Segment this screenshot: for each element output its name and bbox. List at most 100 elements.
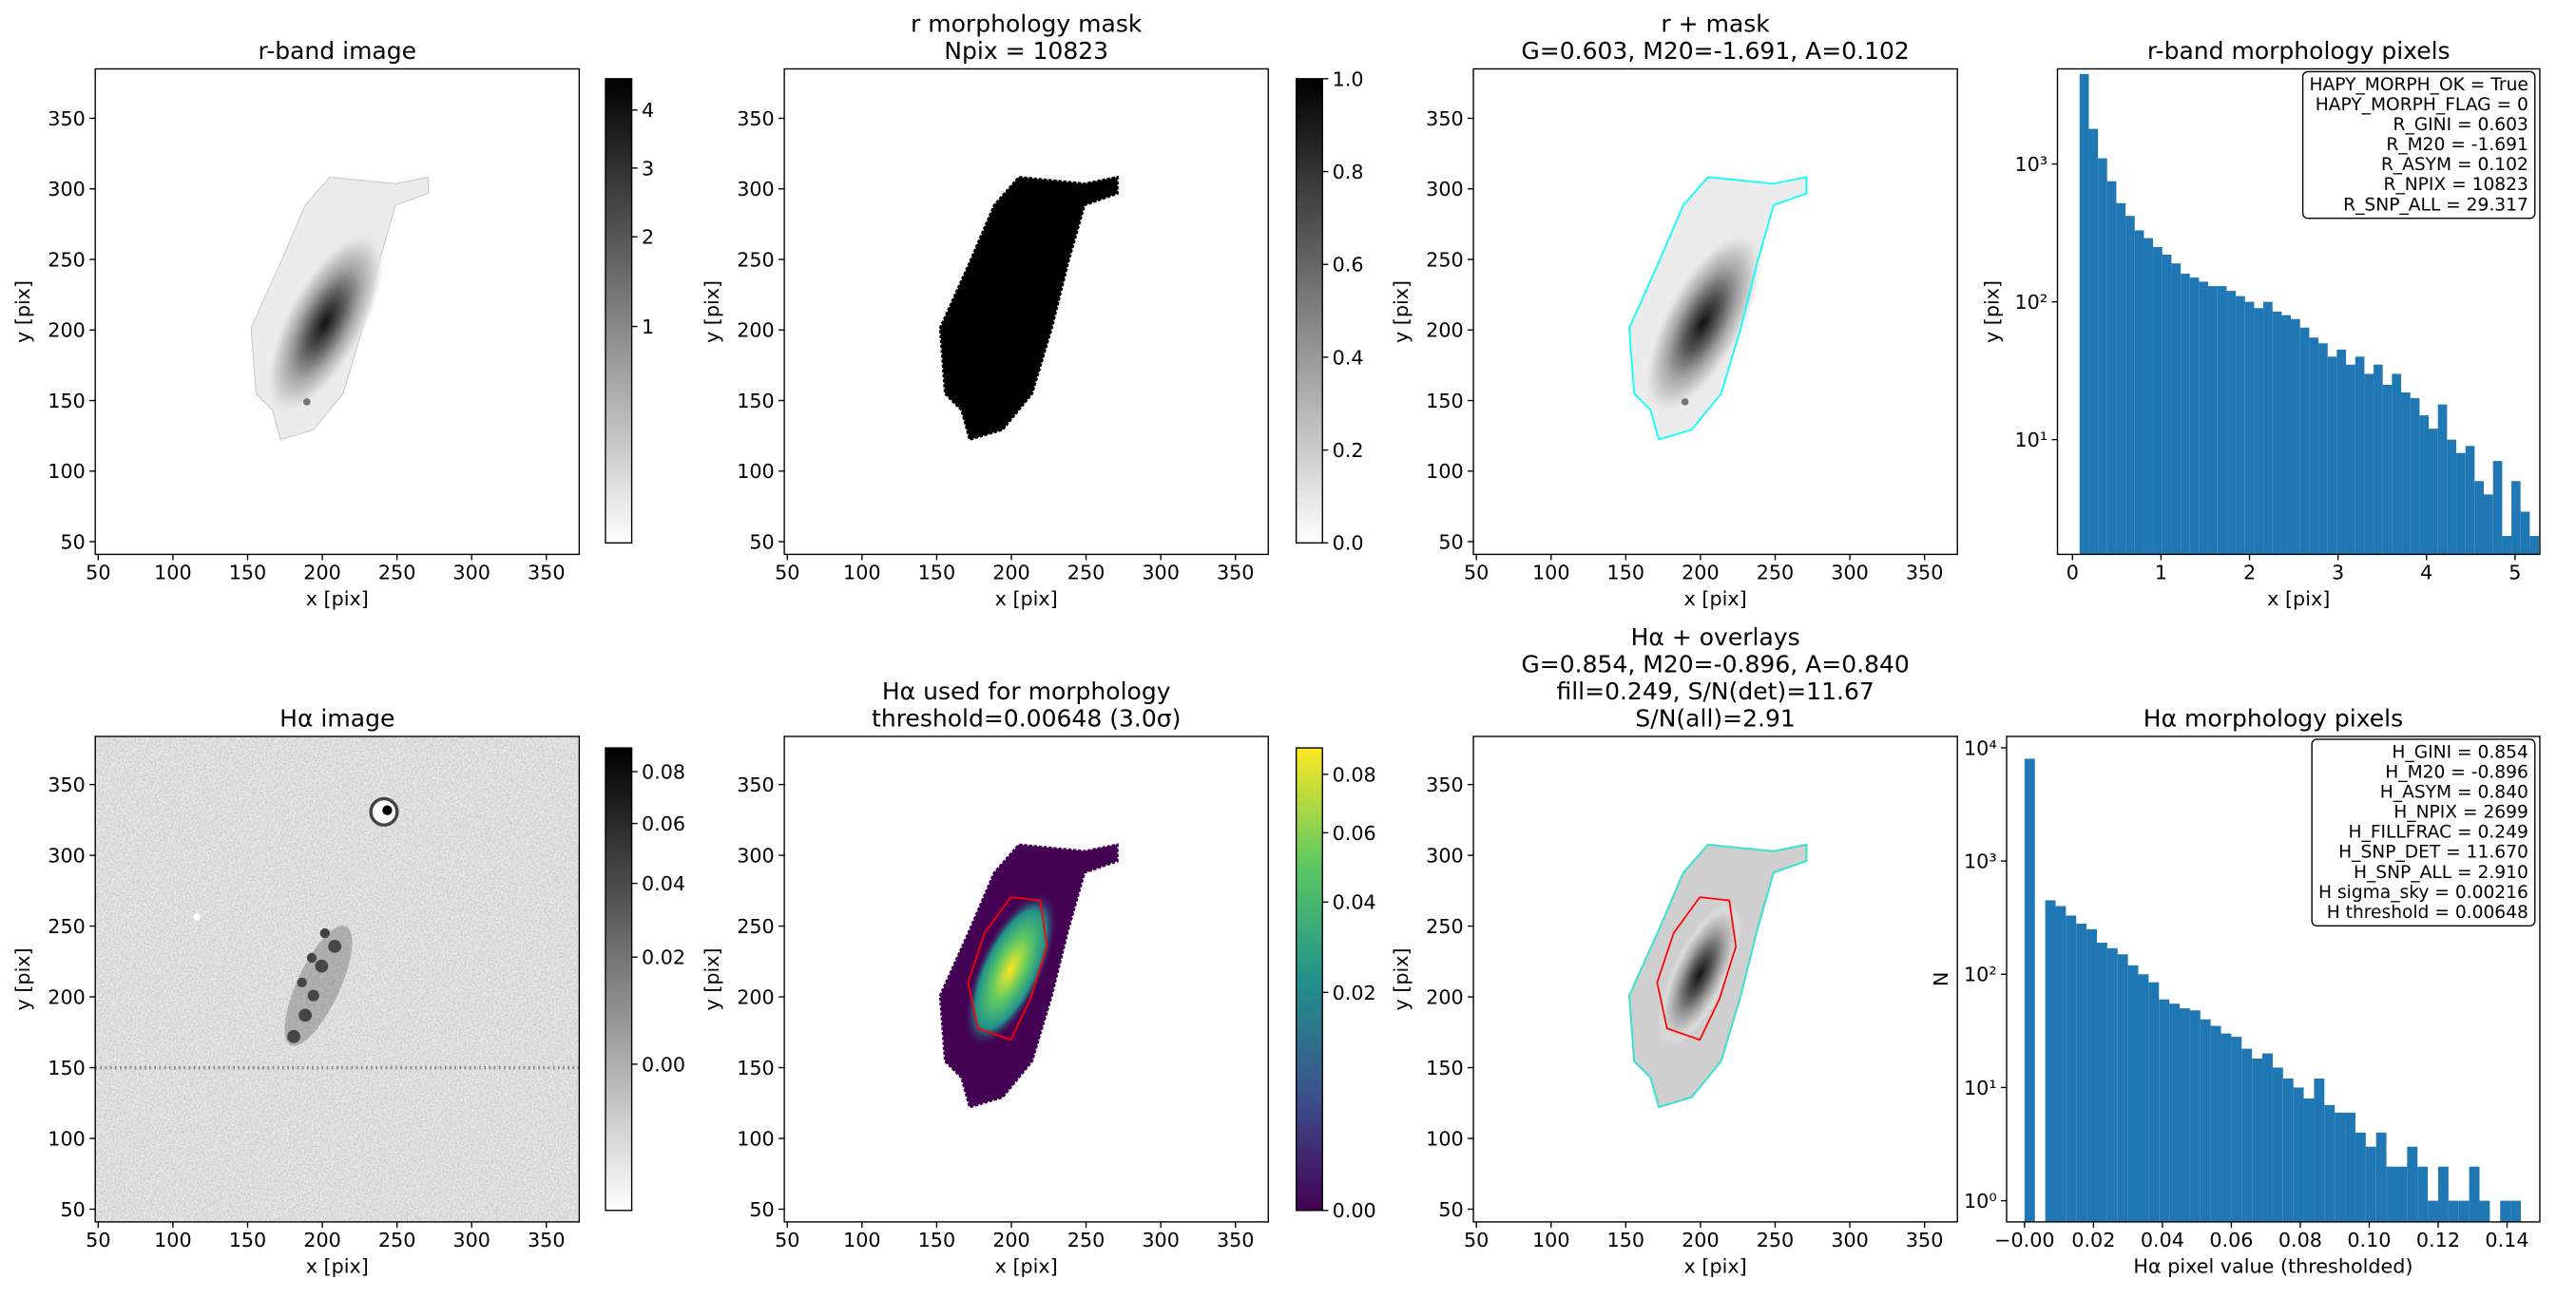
y-tick-label: 10³ [1964,850,1997,873]
bar [2116,202,2126,555]
bar [2365,1146,2376,1222]
chart-title: Hα used for morphology [882,678,1171,705]
bar [2169,1003,2181,1222]
bar [2299,327,2310,555]
bar [2314,1078,2325,1222]
image [95,735,580,1222]
x-tick-label: 50 [775,1229,799,1251]
bar [2024,758,2035,1222]
x-tick-label: 300 [1831,1229,1869,1251]
threshold-contour [967,896,1048,1041]
bar [2159,999,2170,1222]
bar [2447,439,2457,555]
annotation-line: R_M20 = -1.691 [2386,135,2528,155]
y-axis-label: y [pix] [701,280,723,343]
bar [2252,1059,2263,1222]
x-tick-label: 100 [154,1229,192,1251]
chart-title: fill=0.249, S/N(det)=11.67 [1556,678,1874,705]
bar [2086,928,2097,1222]
bar [2117,954,2128,1222]
bar [2386,1166,2397,1222]
y-tick-label: 50 [60,1198,85,1221]
y-tick-label: 150 [737,1057,775,1079]
y-tick-label: 50 [1438,530,1463,553]
emission-knot [307,989,319,1002]
bar [2138,974,2149,1222]
y-tick-label: 150 [1426,390,1464,412]
bar [2171,263,2182,555]
axes-frame [2056,67,2541,556]
threshold-contour [1656,896,1738,1041]
x-tick-label: 200 [992,1229,1030,1251]
chart-title: S/N(all)=2.91 [1635,705,1795,733]
y-tick-label: 150 [48,1057,86,1079]
bar [2055,906,2067,1222]
annotation-frame [2301,70,2536,220]
x-tick-label: 3 [2332,561,2344,583]
y-tick-label: 350 [48,774,86,796]
x-axis-label: x [pix] [995,587,1058,610]
mask-region [938,175,1119,442]
bar [2465,446,2475,555]
y-tick-label: 10⁴ [1964,736,1997,759]
y-tick-label: 250 [48,915,86,938]
y-tick-label: 100 [737,1127,775,1150]
y-tick-label: 100 [737,460,775,483]
bar [2469,1166,2480,1222]
y-tick-label: 350 [737,774,775,796]
colorbar-tick-label: 0.02 [642,946,685,969]
bar [2272,311,2282,555]
bar [2162,254,2172,555]
bar [2479,1200,2490,1222]
y-tick-label: 50 [749,1198,774,1221]
colorbar [605,78,633,544]
bar [2437,1166,2449,1222]
bar [2236,296,2245,555]
bar [2088,128,2099,555]
y-tick-label: 150 [48,390,86,412]
y-tick-label: 300 [737,178,775,201]
y-tick-label: 350 [1426,774,1464,796]
axes-frame [94,67,581,556]
bar [2474,481,2485,555]
bar [2396,1166,2408,1222]
chart-title: Hα morphology pixels [2143,705,2403,733]
bar [2484,494,2493,555]
x-tick-label: 50 [1464,561,1489,583]
x-tick-label: 300 [1831,561,1869,583]
x-tick-label: 350 [1217,561,1255,583]
axes-frame [94,735,581,1223]
x-tick-label: 300 [452,561,490,583]
x-tick-label: 250 [1067,1229,1105,1251]
image [250,176,430,441]
y-tick-label: 250 [737,248,775,271]
x-axis-label: x [pix] [306,1254,369,1277]
x-tick-label: 4 [2420,561,2432,583]
annotation-line: H sigma_sky = 0.00216 [2318,883,2528,903]
bar [2500,1200,2511,1222]
bar [2272,1067,2283,1222]
x-tick-label: 0.06 [2209,1229,2253,1251]
x-tick-label: 0 [2067,561,2079,583]
x-tick-label: 350 [528,1229,566,1251]
emission-knot [328,940,342,953]
x-tick-label: 5 [2509,561,2521,583]
bar [2066,915,2077,1222]
chart-title: r + mask [1661,10,1770,38]
plot-area [95,735,580,1222]
plot-area [2079,73,2540,555]
annotation-line: HAPY_MORPH_OK = True [2310,75,2528,95]
chart-title: threshold=0.00648 (3.0σ) [872,705,1181,733]
annotation-line: R_NPIX = 10823 [2383,175,2528,195]
plot-area [938,175,1119,442]
annotation-frame [2311,738,2536,927]
axes-frame [783,735,1269,1223]
axes-frame [1472,735,1958,1223]
annotation-line: H_NPIX = 2699 [2393,803,2528,823]
bar [2153,246,2163,555]
galaxy-core [265,231,384,415]
bar [2303,1098,2315,1222]
annotation-line: H_M20 = -0.896 [2385,762,2528,782]
x-tick-label: 150 [229,561,267,583]
